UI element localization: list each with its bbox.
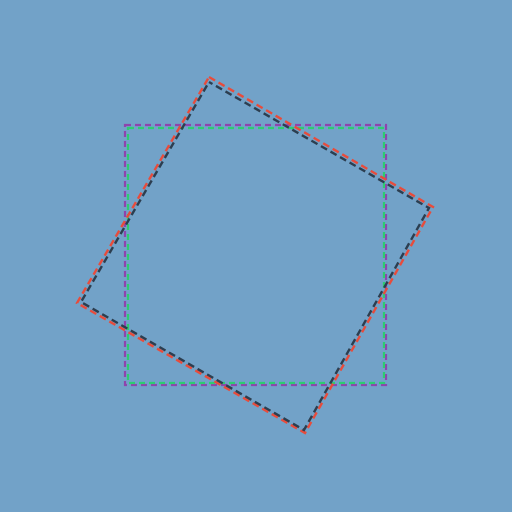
outer-square-purple bbox=[123, 123, 388, 387]
rotated-square-orange bbox=[75, 75, 435, 435]
rotated-square-navy bbox=[79, 80, 431, 432]
inner-square-green bbox=[126, 126, 386, 385]
